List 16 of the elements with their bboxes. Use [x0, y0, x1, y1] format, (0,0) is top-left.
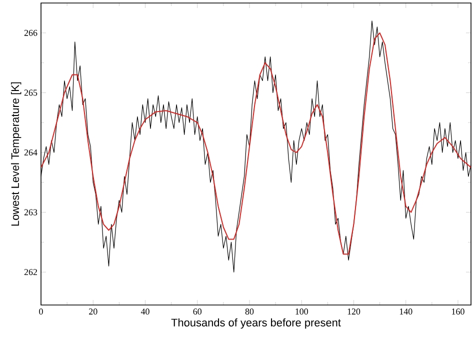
y-tick-label: 265: [24, 90, 38, 96]
y-axis-title: Lowest Level Temperature [K]: [10, 82, 22, 226]
x-tick-label: 160: [452, 308, 464, 315]
x-axis-title: Thousands of years before present: [171, 318, 341, 329]
x-tick-label: 20: [89, 308, 98, 315]
y-tick-label: 262: [24, 269, 37, 276]
x-tick-label: 40: [140, 308, 150, 315]
x-tick-label: 60: [193, 308, 202, 315]
x-tick-label: 140: [400, 308, 412, 315]
x-tick-label: 80: [245, 308, 254, 315]
y-tick-label: 266: [24, 30, 38, 36]
y-tick-label: 263: [24, 209, 38, 216]
x-tick-label: 120: [348, 308, 360, 315]
y-tick-label: 264: [24, 149, 38, 156]
x-tick-label: 100: [296, 308, 308, 315]
x-tick-label: 0: [39, 308, 43, 315]
